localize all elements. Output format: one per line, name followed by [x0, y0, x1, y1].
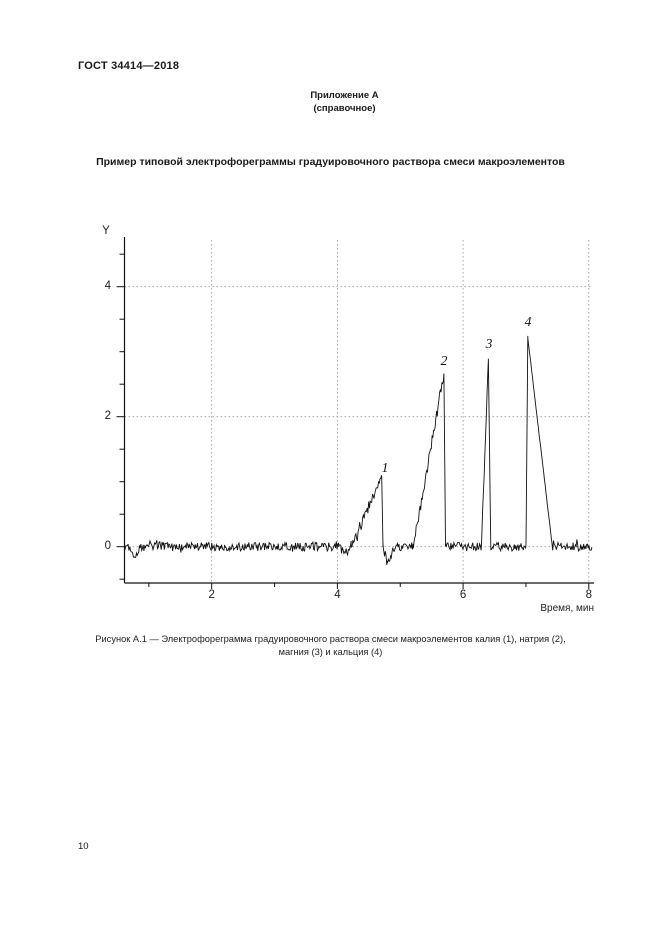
figure-title: Пример типовой электрофореграммы градуир… [96, 156, 565, 168]
y-axis-label: Y [102, 225, 110, 237]
y-tick-label-2: 2 [104, 410, 111, 422]
x-tick-label-8: 8 [585, 589, 592, 601]
peak-label-4: 4 [524, 314, 532, 329]
y-tick-label-0: 0 [104, 540, 111, 552]
signal-trace [124, 335, 593, 566]
x-axis-label: Время, мин [540, 603, 594, 614]
x-tick-label-4: 4 [334, 589, 341, 601]
standard-number: ГОСТ 34414—2018 [78, 60, 180, 72]
figure-caption-line-2: магния (3) и кальция (4) [278, 647, 383, 657]
annex-title: Приложение А [310, 90, 379, 101]
peak-label-1: 1 [381, 460, 389, 475]
tick-marks [116, 253, 590, 589]
y-tick-label-4: 4 [104, 280, 111, 292]
peak-label-3: 3 [485, 336, 493, 351]
annex-heading: Приложение А (справочное) [14, 90, 661, 115]
x-tick-label-2: 2 [208, 589, 215, 601]
figure-caption-line-1: Рисунок А.1 — Электрофореграмма градуиро… [95, 634, 566, 644]
axes [123, 237, 594, 584]
figure-caption: Рисунок А.1 — Электрофореграмма градуиро… [0, 633, 661, 659]
page-number: 10 [78, 841, 89, 852]
annex-subtitle: (справочное) [313, 102, 376, 114]
x-tick-label-6: 6 [459, 589, 467, 601]
peak-label-2: 2 [440, 353, 448, 368]
